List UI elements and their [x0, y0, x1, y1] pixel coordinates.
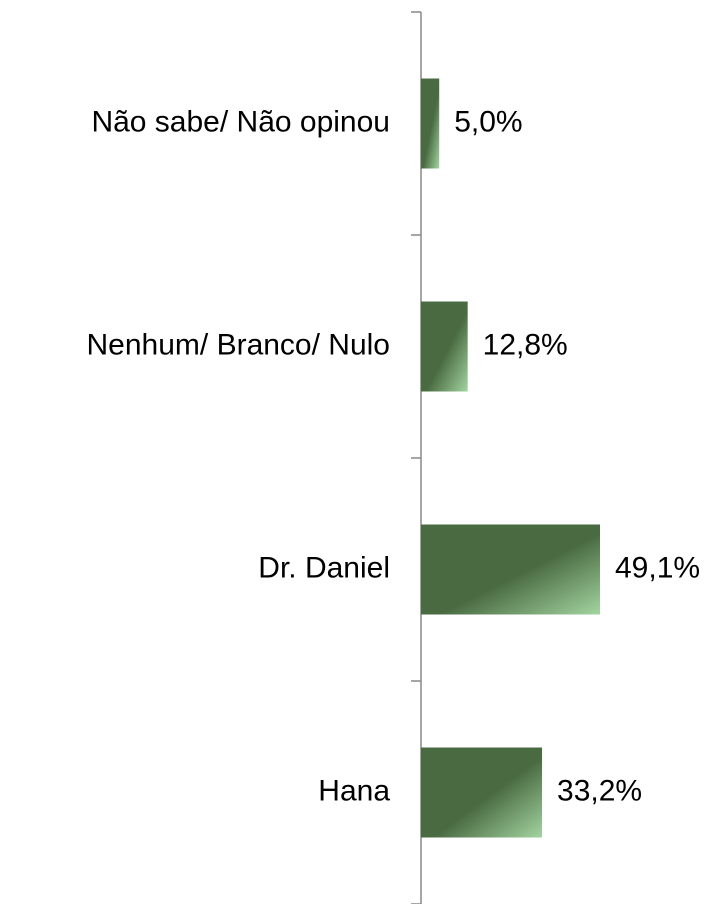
category-label: Não sabe/ Não opinou	[91, 105, 390, 138]
bar	[421, 747, 543, 838]
bar	[421, 301, 468, 392]
category-label: Nenhum/ Branco/ Nulo	[87, 328, 391, 361]
value-label: 5,0%	[454, 105, 522, 138]
value-label: 33,2%	[557, 774, 642, 807]
bar	[421, 524, 600, 615]
value-label: 49,1%	[615, 551, 700, 584]
value-label: 12,8%	[483, 328, 568, 361]
category-label: Hana	[318, 774, 390, 807]
bar	[421, 78, 440, 169]
category-label: Dr. Daniel	[258, 551, 390, 584]
